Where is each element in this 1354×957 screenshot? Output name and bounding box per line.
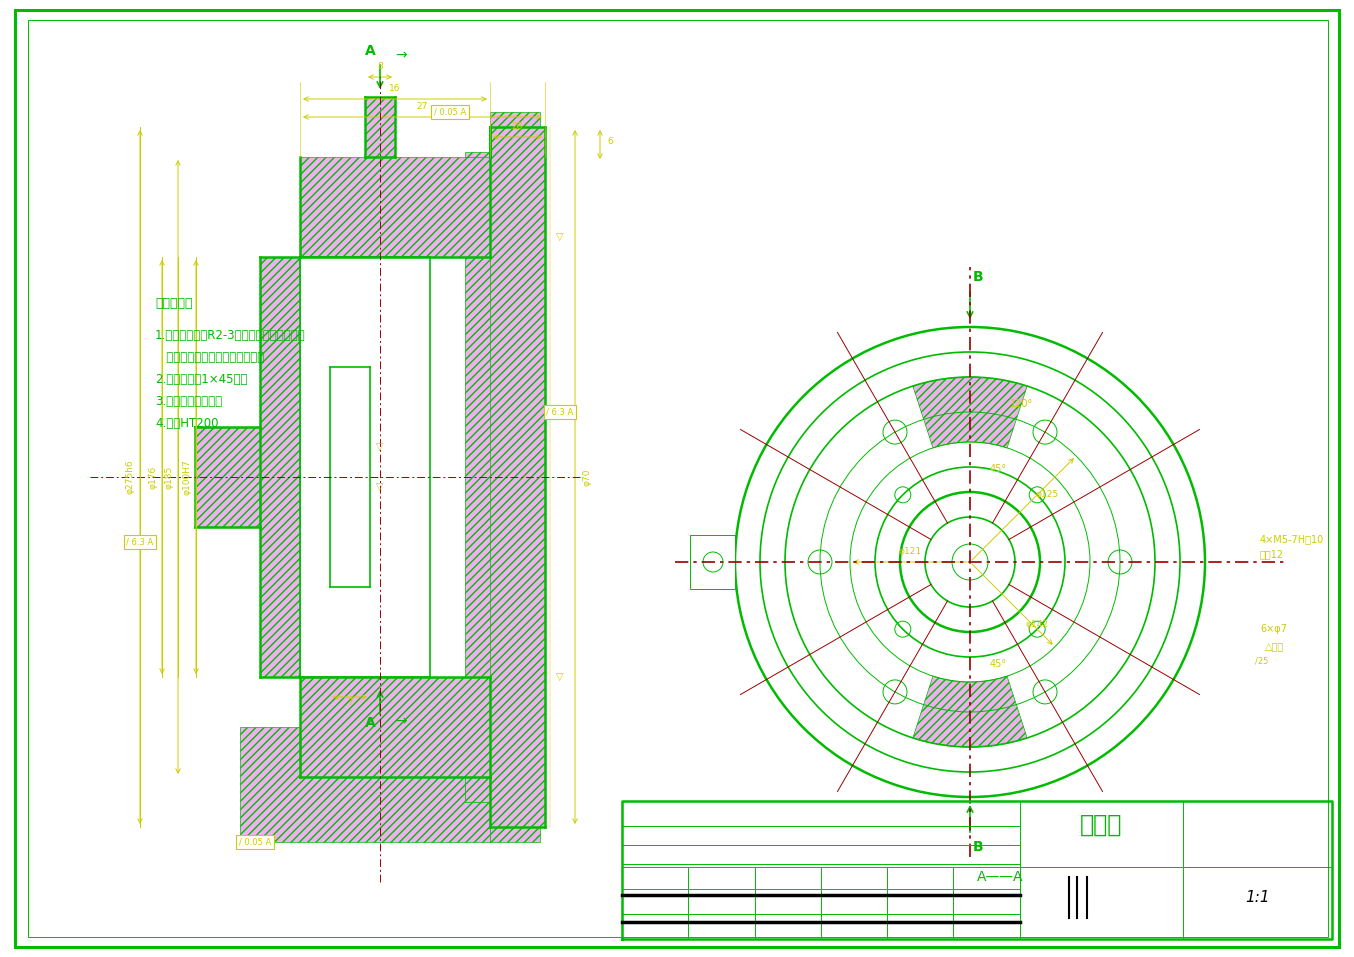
Text: 1:1: 1:1 [1246,890,1270,905]
Text: 28: 28 [512,122,523,131]
Text: / 0.05 A: / 0.05 A [433,107,466,117]
Text: 16: 16 [389,84,401,93]
Text: →: → [395,48,406,62]
Text: 1.未铸造圆角为R2-3，铸件不允许有气孔、: 1.未铸造圆角为R2-3，铸件不允许有气孔、 [154,329,306,342]
Text: 孔深12: 孔深12 [1261,549,1284,559]
Text: A: A [364,44,375,58]
Text: 4×M5-7H深10: 4×M5-7H深10 [1261,534,1324,544]
Text: 8: 8 [378,62,383,71]
Wedge shape [913,377,1028,448]
Polygon shape [301,677,490,777]
Text: / 6.3 A: / 6.3 A [547,408,574,416]
Polygon shape [366,97,395,157]
Text: 4.材料HT200: 4.材料HT200 [154,417,218,430]
Text: ▽: ▽ [556,232,563,242]
Text: ▽: ▽ [376,442,383,452]
Polygon shape [490,127,546,827]
Text: φ100H7: φ100H7 [183,459,191,495]
Text: φ185: φ185 [164,465,173,489]
Text: /25: /25 [1255,657,1269,666]
Text: →: → [395,714,406,728]
Polygon shape [260,257,301,677]
Polygon shape [240,727,490,842]
Text: 27: 27 [417,102,428,111]
Text: 技术要求：: 技术要求： [154,297,192,310]
Text: φ142: φ142 [1025,620,1048,629]
Text: φ176: φ176 [149,465,157,489]
Text: ▽: ▽ [556,672,563,682]
Text: 7: 7 [347,698,353,707]
Text: / 6.3 A: / 6.3 A [126,538,153,546]
Text: 3.铸件需经时效处理: 3.铸件需经时效处理 [154,395,222,408]
Text: ▽: ▽ [376,482,383,492]
Text: 120°: 120° [1010,399,1033,409]
Polygon shape [464,112,540,842]
Text: 2.未注圆角为1×45度。: 2.未注圆角为1×45度。 [154,373,248,386]
Text: B: B [972,270,983,284]
Text: 6×φ7: 6×φ7 [1261,624,1288,634]
Text: B: B [972,840,983,854]
Text: △均布: △均布 [1265,641,1284,651]
Text: 45°: 45° [990,659,1007,669]
Text: A——A: A——A [976,870,1024,884]
Text: φ275h6: φ275h6 [126,459,134,495]
Text: 疏松、夹渣、裂纹等铸造缺陷。: 疏松、夹渣、裂纹等铸造缺陷。 [154,351,264,364]
Text: φ70: φ70 [584,468,592,486]
Text: / 0.05 A: / 0.05 A [238,837,271,847]
Wedge shape [913,677,1028,747]
Text: 6: 6 [607,137,613,146]
Text: φ121: φ121 [899,547,922,556]
Text: 连接座: 连接座 [1080,813,1122,837]
Polygon shape [301,157,490,257]
Polygon shape [195,427,301,527]
Text: 45°: 45° [990,464,1007,474]
Polygon shape [691,535,735,589]
Text: A: A [364,716,375,730]
Text: φ125: φ125 [1034,490,1057,499]
